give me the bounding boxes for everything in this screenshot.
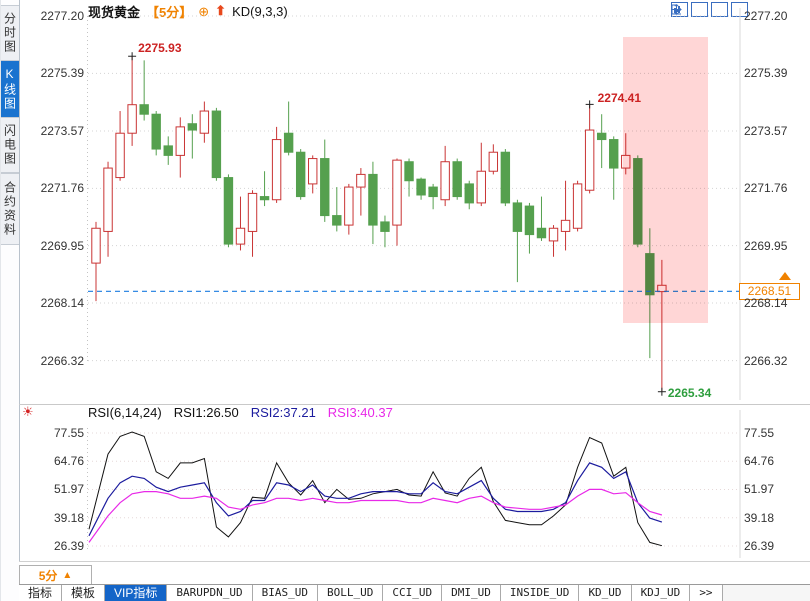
indicator-label: KD(9,3,3)	[232, 3, 288, 19]
sidebar-item-1[interactable]: 分时图	[1, 5, 19, 61]
main-axis-label-right: 2271.76	[744, 181, 788, 196]
rsi3-value: RSI3:40.37	[327, 405, 393, 420]
sidebar-item-3[interactable]: 闪电图	[1, 117, 19, 173]
main-axis-label-left: 2273.57	[40, 123, 84, 138]
period-selector[interactable]: 5分 ▲	[19, 565, 92, 585]
rsi2-value: RSI2:37.21	[250, 405, 316, 420]
tab-模板[interactable]: 模板	[62, 585, 106, 601]
tab--[interactable]: >>	[690, 585, 723, 601]
tab-kdj-ud[interactable]: KDJ_UD	[631, 585, 691, 601]
rsi-header: RSI(6,14,24) RSI1:26.50 RSI2:37.21 RSI3:…	[88, 405, 393, 421]
main-axis-label-right: 2275.39	[744, 66, 788, 81]
symbol-name: 现货黄金	[88, 4, 141, 20]
main-axis-label-right: 2269.95	[744, 238, 788, 253]
tab-dmi-ud[interactable]: DMI_UD	[442, 585, 501, 601]
high-price-annotation-2: 2274.41	[597, 91, 642, 106]
main-axis-label-left: 2271.76	[40, 181, 84, 196]
main-axis-label-left: 2266.32	[40, 353, 84, 368]
rsi-chart[interactable]	[0, 404, 810, 561]
candlestick-chart[interactable]	[0, 0, 810, 404]
current-price-badge: 2268.51	[739, 282, 800, 300]
circle-plus-icon[interactable]: ⊕	[198, 3, 210, 19]
rsi-axis-label-left: 39.18	[53, 510, 84, 525]
high-price-annotation: 2275.93	[138, 41, 182, 56]
tab-指标[interactable]: 指标	[19, 585, 63, 601]
rsi-axis-label-left: 51.97	[53, 482, 84, 497]
rsi1-value: RSI1:26.50	[173, 405, 239, 420]
main-axis-label-right: 2266.32	[744, 353, 788, 368]
main-axis-label-left: 2275.39	[40, 66, 84, 81]
main-axis-label-right: 2268.14	[744, 296, 788, 311]
rsi-axis-label-right: 51.97	[744, 482, 775, 497]
main-axis-label-left: 2268.14	[40, 296, 84, 311]
rsi-axis-label-right: 39.18	[744, 510, 775, 525]
rsi-axis-label-left: 64.76	[53, 454, 84, 469]
rsi-title: RSI(6,14,24)	[88, 405, 162, 420]
tab-vip指标[interactable]: VIP指标	[105, 585, 168, 601]
tab-cci-ud[interactable]: CCI_UD	[383, 585, 443, 601]
tab-boll-ud[interactable]: BOLL_UD	[317, 585, 384, 601]
low-price-annotation: 2265.34	[667, 385, 712, 400]
main-axis-label-right: 2277.20	[744, 9, 788, 23]
rsi-axis-label-right: 77.55	[744, 426, 775, 440]
main-axis-label-right: 2273.57	[744, 123, 788, 138]
rsi-axis-label-right: 64.76	[744, 454, 775, 469]
sidebar-item-2[interactable]: K线图	[1, 61, 19, 117]
up-arrow-icon: ⬆	[215, 3, 227, 18]
left-sidebar: 分时图 K线图 闪电图 合约资料	[0, 0, 20, 601]
main-axis-label-left: 2269.95	[40, 238, 84, 253]
tab-barupdn-ud[interactable]: BARUPDN_UD	[167, 585, 253, 601]
sidebar-item-4[interactable]: 合约资料	[1, 173, 19, 245]
period-selector-label: 5分	[38, 568, 58, 583]
rsi-axis-label-right: 26.39	[744, 538, 775, 553]
rsi-axis-label-left: 26.39	[53, 538, 84, 553]
tab-kd-ud[interactable]: KD_UD	[579, 585, 632, 601]
tab-inside-ud[interactable]: INSIDE_UD	[500, 585, 580, 601]
price-up-triangle-icon	[779, 272, 791, 280]
main-axis-label-left: 2277.20	[40, 9, 84, 23]
rsi-axis-label-left: 77.55	[53, 426, 84, 440]
panel-divider	[19, 404, 810, 405]
indicator-tab-bar: 指标 模板 VIP指标 BARUPDN_UD BIAS_UD BOLL_UD CCI_UD D…	[19, 584, 810, 601]
period-up-triangle-icon: ▲	[62, 569, 73, 581]
tab-bias-ud[interactable]: BIAS_UD	[252, 585, 318, 601]
bottom-strip: 5分 ▲	[19, 561, 810, 585]
indicator-settings-icon[interactable]: ☀	[22, 404, 34, 419]
